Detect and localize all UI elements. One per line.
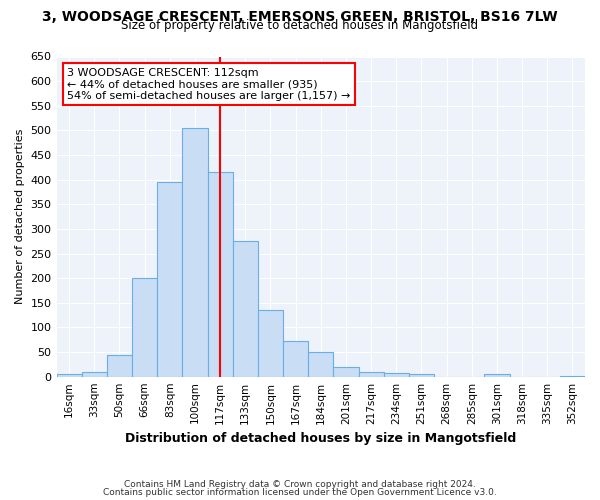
Bar: [132, 278, 157, 376]
Bar: [182, 128, 208, 376]
Bar: [409, 374, 434, 376]
Text: 3 WOODSAGE CRESCENT: 112sqm
← 44% of detached houses are smaller (935)
54% of se: 3 WOODSAGE CRESCENT: 112sqm ← 44% of det…: [67, 68, 350, 101]
Bar: [56, 374, 82, 376]
Bar: [258, 310, 283, 376]
Y-axis label: Number of detached properties: Number of detached properties: [15, 129, 25, 304]
Bar: [107, 354, 132, 376]
Text: Contains public sector information licensed under the Open Government Licence v3: Contains public sector information licen…: [103, 488, 497, 497]
Bar: [334, 367, 359, 376]
Bar: [359, 372, 383, 376]
X-axis label: Distribution of detached houses by size in Mangotsfield: Distribution of detached houses by size …: [125, 432, 517, 445]
Bar: [208, 172, 233, 376]
Bar: [82, 372, 107, 376]
Bar: [484, 374, 509, 376]
Bar: [383, 372, 409, 376]
Text: 3, WOODSAGE CRESCENT, EMERSONS GREEN, BRISTOL, BS16 7LW: 3, WOODSAGE CRESCENT, EMERSONS GREEN, BR…: [42, 10, 558, 24]
Bar: [233, 241, 258, 376]
Bar: [157, 182, 182, 376]
Text: Contains HM Land Registry data © Crown copyright and database right 2024.: Contains HM Land Registry data © Crown c…: [124, 480, 476, 489]
Text: Size of property relative to detached houses in Mangotsfield: Size of property relative to detached ho…: [121, 19, 479, 32]
Bar: [283, 340, 308, 376]
Bar: [308, 352, 334, 376]
